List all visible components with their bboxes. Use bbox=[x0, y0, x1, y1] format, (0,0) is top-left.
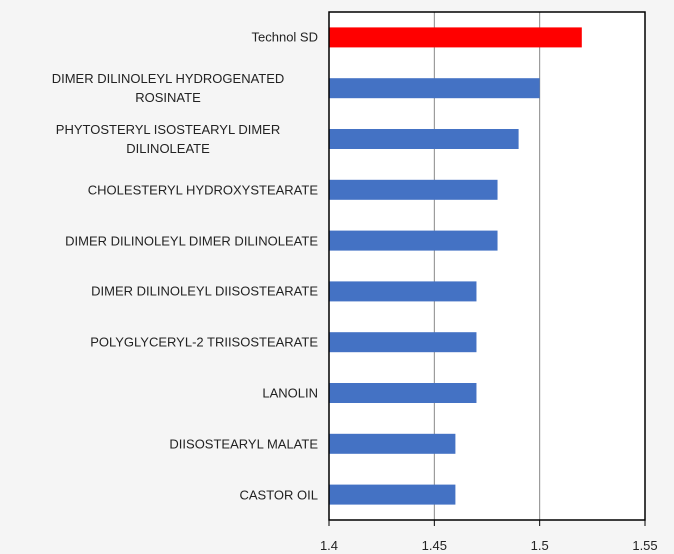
bar bbox=[329, 433, 456, 454]
category-label: DIMER DILINOLEYL DIISOSTEARATE bbox=[91, 283, 318, 299]
bar bbox=[329, 484, 456, 505]
x-tick-label: 1.55 bbox=[632, 538, 657, 553]
bar bbox=[329, 332, 477, 353]
category-label: PHYTOSTERYL ISOSTEARYL DIMER DILINOLEATE bbox=[55, 122, 281, 156]
plot-border bbox=[328, 11, 646, 521]
bar bbox=[329, 179, 498, 200]
category-label: DIMER DILINOLEYL DIMER DILINOLEATE bbox=[65, 233, 318, 249]
category-label: CHOLESTERYL HYDROXYSTEARATE bbox=[87, 182, 318, 198]
x-tick-label: 1.5 bbox=[531, 538, 549, 553]
bar bbox=[329, 27, 582, 48]
bar bbox=[329, 383, 477, 403]
bar bbox=[329, 129, 519, 149]
bar bbox=[329, 78, 540, 99]
x-tick-label: 1.45 bbox=[422, 538, 447, 553]
category-label: Technol SD bbox=[251, 29, 318, 45]
x-tick-label: 1.4 bbox=[320, 538, 338, 553]
category-label: DIISOSTEARYL MALATE bbox=[169, 436, 318, 452]
bar bbox=[329, 230, 498, 251]
category-label: CASTOR OIL bbox=[239, 487, 318, 503]
bar bbox=[329, 281, 477, 302]
category-label: POLYGLYCERYL-2 TRIISOSTEARATE bbox=[90, 334, 318, 350]
category-label: LANOLIN bbox=[262, 385, 318, 401]
category-label: DIMER DILINOLEYL HYDROGENATED ROSINATE bbox=[51, 71, 285, 106]
